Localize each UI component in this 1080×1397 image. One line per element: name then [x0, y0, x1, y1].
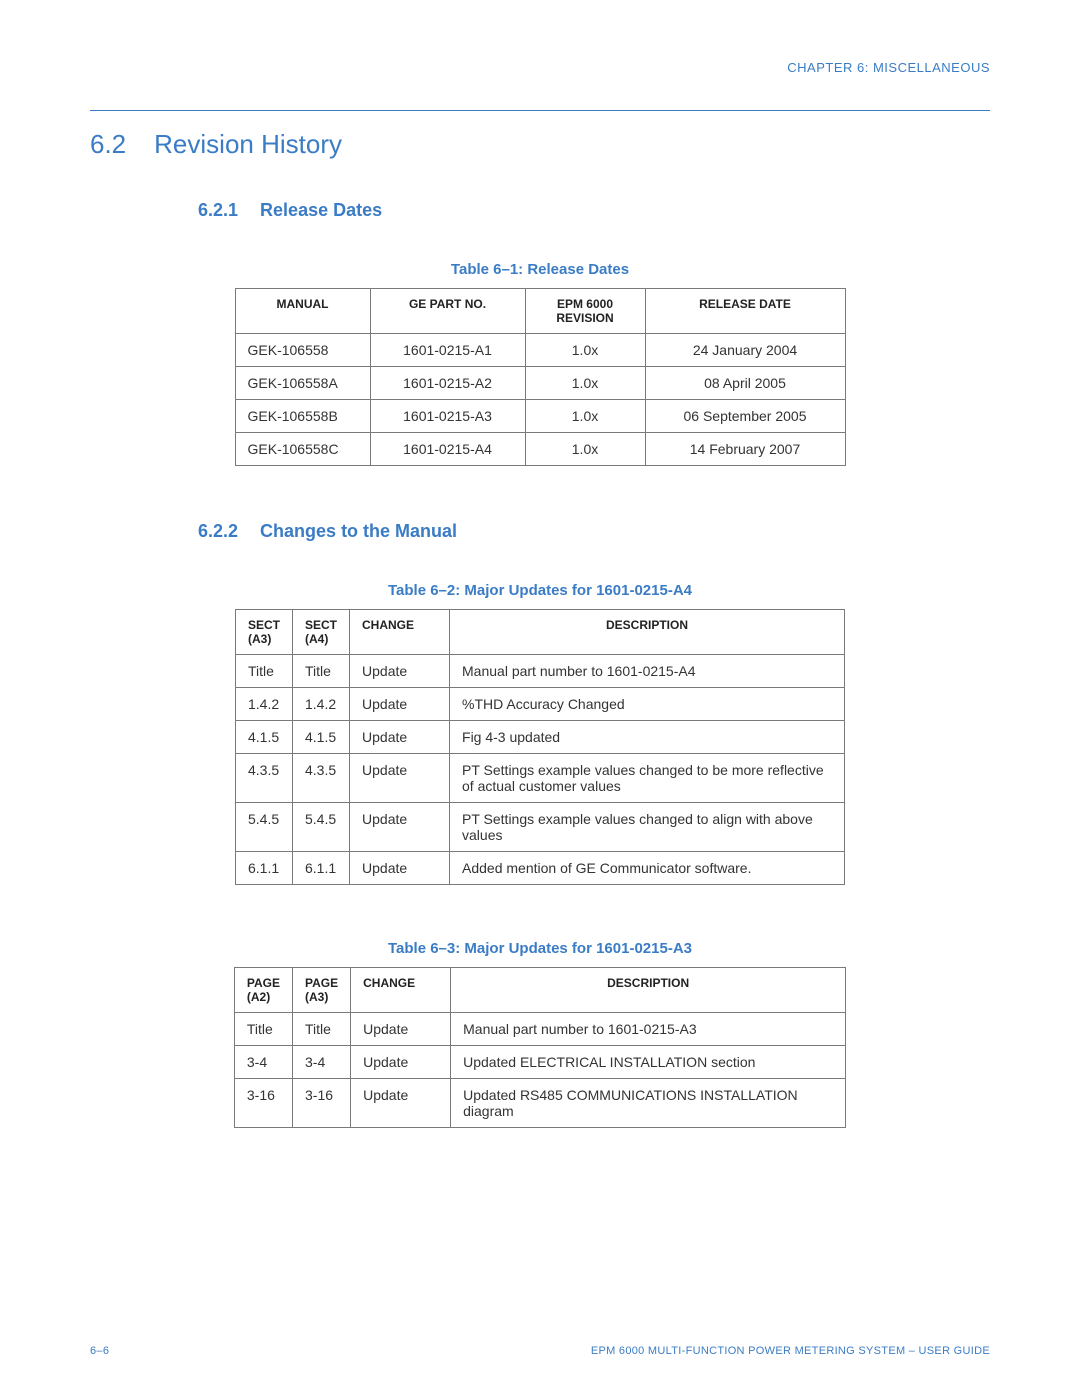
section-title: Revision History — [154, 129, 342, 160]
footer-doc-title: EPM 6000 MULTI-FUNCTION POWER METERING S… — [591, 1345, 990, 1357]
table-caption-updates-a3: Table 6–3: Major Updates for 1601-0215-A… — [90, 940, 990, 957]
table-cell: PT Settings example values changed to al… — [450, 803, 845, 852]
subsection-heading-changes: 6.2.2 Changes to the Manual — [198, 521, 990, 542]
footer-page-number: 6–6 — [90, 1345, 109, 1357]
table-cell: 1.0x — [525, 367, 645, 400]
table-caption-release-dates: Table 6–1: Release Dates — [90, 261, 990, 278]
table-cell: 1.4.2 — [235, 688, 292, 721]
table-column-header: Sect (A3) — [235, 610, 292, 655]
table-column-header: Sect (A4) — [293, 610, 350, 655]
table-cell: 14 February 2007 — [645, 433, 845, 466]
table-cell: Title — [234, 1013, 292, 1046]
table-cell: 3-4 — [293, 1046, 351, 1079]
table-cell: 1.4.2 — [293, 688, 350, 721]
subsection-number: 6.2.2 — [198, 521, 238, 542]
table-cell: 1601-0215-A2 — [370, 367, 525, 400]
table-cell: Update — [350, 655, 450, 688]
table-cell: Fig 4-3 updated — [450, 721, 845, 754]
table-cell: Updated RS485 COMMUNICATIONS INSTALLATIO… — [451, 1079, 846, 1128]
table-cell: 3-16 — [293, 1079, 351, 1128]
table-cell: Update — [351, 1013, 451, 1046]
section-heading: 6.2 Revision History — [90, 129, 990, 160]
table-cell: Manual part number to 1601-0215-A4 — [450, 655, 845, 688]
table-cell: Manual part number to 1601-0215-A3 — [451, 1013, 846, 1046]
table-cell: 1601-0215-A3 — [370, 400, 525, 433]
table-cell: Update — [351, 1046, 451, 1079]
table-cell: 3-16 — [234, 1079, 292, 1128]
table-caption-updates-a4: Table 6–2: Major Updates for 1601-0215-A… — [90, 582, 990, 599]
subsection-title: Changes to the Manual — [260, 521, 457, 542]
table-cell: Update — [350, 852, 450, 885]
table-cell: 6.1.1 — [235, 852, 292, 885]
table-row: 6.1.16.1.1UpdateAdded mention of GE Comm… — [235, 852, 844, 885]
top-rule — [90, 110, 990, 111]
table-cell: 5.4.5 — [235, 803, 292, 852]
table-cell: GEK-106558C — [235, 433, 370, 466]
table-cell: 1601-0215-A1 — [370, 334, 525, 367]
subsection-title: Release Dates — [260, 200, 382, 221]
table-row: 1.4.21.4.2Update%THD Accuracy Changed — [235, 688, 844, 721]
table-column-header: Description — [451, 968, 846, 1013]
table-cell: 06 September 2005 — [645, 400, 845, 433]
table-column-header: Page (A3) — [293, 968, 351, 1013]
table-cell: PT Settings example values changed to be… — [450, 754, 845, 803]
table-column-header: EPM 6000 Revision — [525, 289, 645, 334]
table-row: 3-43-4UpdateUpdated ELECTRICAL INSTALLAT… — [234, 1046, 845, 1079]
table-column-header: Change — [350, 610, 450, 655]
table-cell: Update — [351, 1079, 451, 1128]
table-row: 4.1.54.1.5UpdateFig 4-3 updated — [235, 721, 844, 754]
table-cell: 4.3.5 — [235, 754, 292, 803]
table-row: GEK-106558C1601-0215-A41.0x14 February 2… — [235, 433, 845, 466]
table-cell: %THD Accuracy Changed — [450, 688, 845, 721]
table-cell: 5.4.5 — [293, 803, 350, 852]
table-column-header: Manual — [235, 289, 370, 334]
subsection-heading-release-dates: 6.2.1 Release Dates — [198, 200, 990, 221]
table-cell: 4.1.5 — [293, 721, 350, 754]
table-row: 5.4.55.4.5UpdatePT Settings example valu… — [235, 803, 844, 852]
table-cell: GEK-106558 — [235, 334, 370, 367]
table-row: GEK-106558A1601-0215-A21.0x08 April 2005 — [235, 367, 845, 400]
table-cell: 1.0x — [525, 400, 645, 433]
table-cell: 1601-0215-A4 — [370, 433, 525, 466]
table-cell: Update — [350, 754, 450, 803]
chapter-header: CHAPTER 6: MISCELLANEOUS — [90, 60, 990, 75]
section-number: 6.2 — [90, 129, 126, 160]
table-cell: Update — [350, 803, 450, 852]
updates-a3-table: Page (A2)Page (A3)ChangeDescription Titl… — [234, 967, 846, 1128]
table-row: GEK-106558B1601-0215-A31.0x06 September … — [235, 400, 845, 433]
table-cell: 08 April 2005 — [645, 367, 845, 400]
table-cell: 4.1.5 — [235, 721, 292, 754]
table-cell: Title — [293, 1013, 351, 1046]
table-cell: Title — [293, 655, 350, 688]
table-cell: 1.0x — [525, 334, 645, 367]
table-row: 3-163-16UpdateUpdated RS485 COMMUNICATIO… — [234, 1079, 845, 1128]
table-column-header: Change — [351, 968, 451, 1013]
release-dates-table: ManualGE Part No.EPM 6000 RevisionReleas… — [235, 288, 846, 466]
table-column-header: Description — [450, 610, 845, 655]
table-row: GEK-1065581601-0215-A11.0x24 January 200… — [235, 334, 845, 367]
updates-a4-table: Sect (A3)Sect (A4)ChangeDescription Titl… — [235, 609, 845, 885]
table-row: TitleTitleUpdateManual part number to 16… — [234, 1013, 845, 1046]
table-cell: Updated ELECTRICAL INSTALLATION section — [451, 1046, 846, 1079]
table-row: TitleTitleUpdateManual part number to 16… — [235, 655, 844, 688]
table-column-header: Release Date — [645, 289, 845, 334]
table-row: 4.3.54.3.5UpdatePT Settings example valu… — [235, 754, 844, 803]
table-column-header: GE Part No. — [370, 289, 525, 334]
table-cell: GEK-106558B — [235, 400, 370, 433]
table-cell: 1.0x — [525, 433, 645, 466]
table-cell: Added mention of GE Communicator softwar… — [450, 852, 845, 885]
subsection-number: 6.2.1 — [198, 200, 238, 221]
table-cell: Update — [350, 688, 450, 721]
table-cell: 24 January 2004 — [645, 334, 845, 367]
table-cell: 6.1.1 — [293, 852, 350, 885]
table-cell: 4.3.5 — [293, 754, 350, 803]
table-cell: Update — [350, 721, 450, 754]
table-cell: GEK-106558A — [235, 367, 370, 400]
table-column-header: Page (A2) — [234, 968, 292, 1013]
table-cell: 3-4 — [234, 1046, 292, 1079]
table-cell: Title — [235, 655, 292, 688]
page-footer: 6–6 EPM 6000 MULTI-FUNCTION POWER METERI… — [90, 1345, 990, 1357]
